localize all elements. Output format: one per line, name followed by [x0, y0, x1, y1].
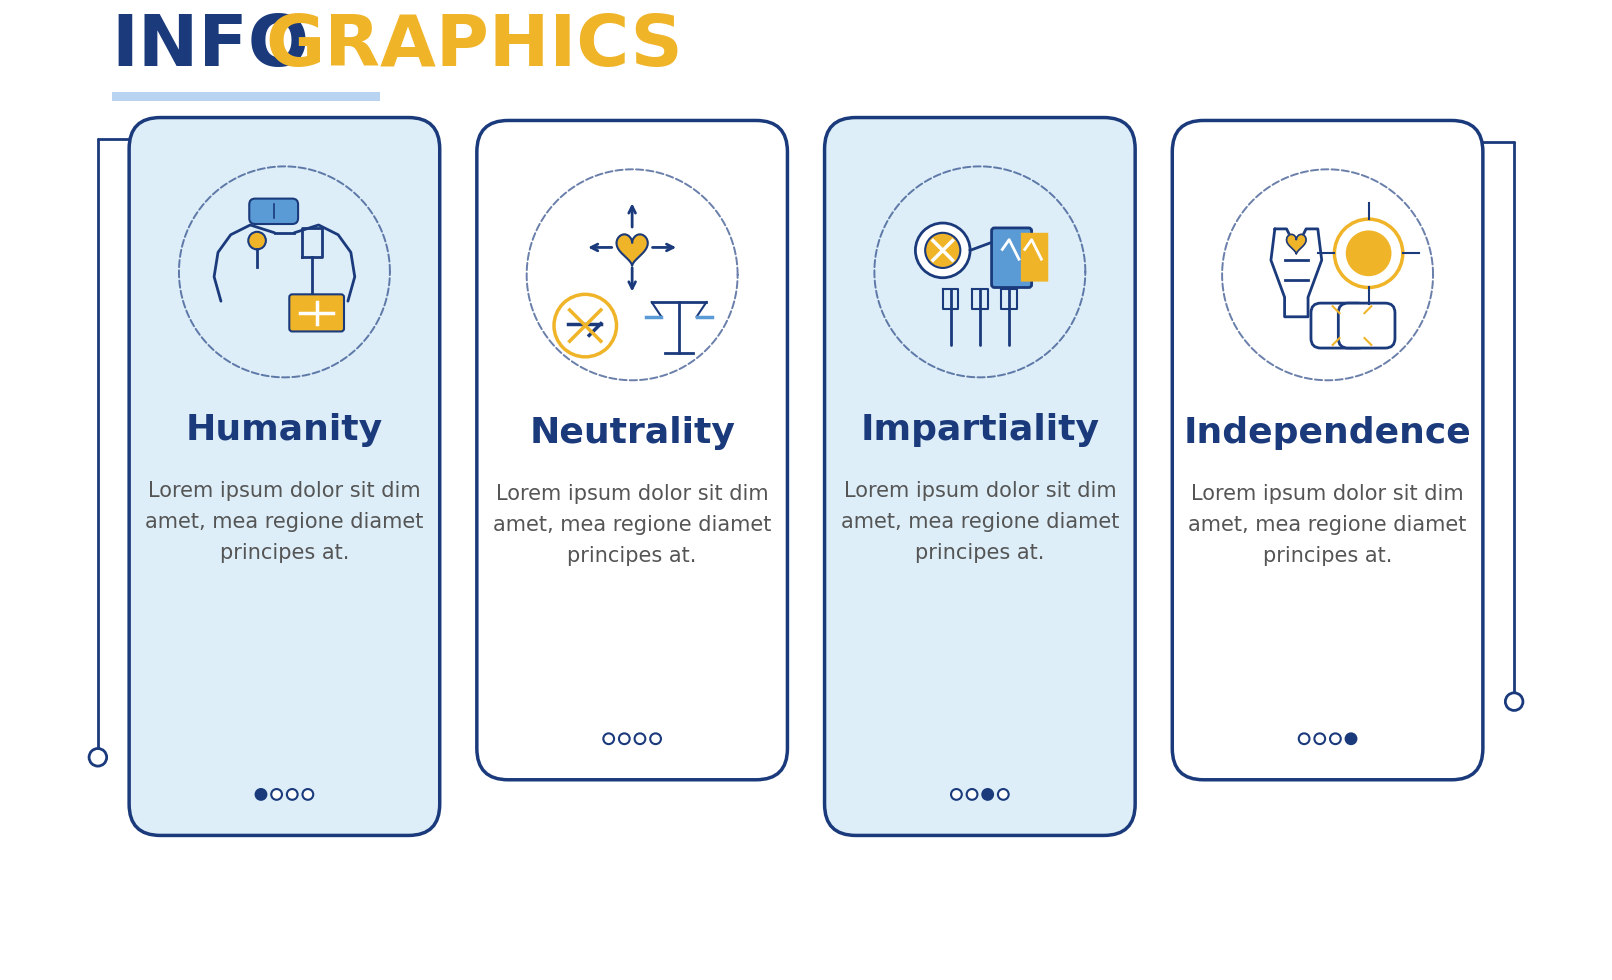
Text: GRAPHICS: GRAPHICS: [266, 13, 683, 81]
Circle shape: [916, 223, 970, 277]
Circle shape: [1335, 220, 1402, 287]
FancyBboxPatch shape: [289, 294, 343, 331]
Bar: [111, 92, 380, 101]
Circle shape: [1330, 733, 1341, 744]
Circle shape: [951, 789, 962, 800]
Circle shape: [982, 789, 993, 800]
Circle shape: [1299, 733, 1309, 744]
Circle shape: [271, 789, 282, 800]
Circle shape: [555, 294, 616, 357]
Circle shape: [925, 233, 961, 268]
Text: Lorem ipsum dolor sit dim
amet, mea regione diamet
principes at.: Lorem ipsum dolor sit dim amet, mea regi…: [493, 484, 771, 566]
Circle shape: [603, 733, 614, 744]
Circle shape: [635, 733, 645, 744]
FancyBboxPatch shape: [825, 118, 1135, 835]
Circle shape: [967, 789, 977, 800]
Circle shape: [619, 733, 630, 744]
Text: Lorem ipsum dolor sit dim
amet, mea regione diamet
principes at.: Lorem ipsum dolor sit dim amet, mea regi…: [1188, 484, 1467, 566]
Polygon shape: [616, 234, 648, 266]
Circle shape: [89, 749, 106, 766]
Circle shape: [256, 789, 266, 800]
Text: INFO: INFO: [111, 13, 310, 81]
Polygon shape: [1286, 234, 1306, 254]
Text: Lorem ipsum dolor sit dim
amet, mea regione diamet
principes at.: Lorem ipsum dolor sit dim amet, mea regi…: [145, 481, 424, 564]
FancyBboxPatch shape: [129, 118, 440, 835]
Circle shape: [1346, 733, 1356, 744]
Text: Independence: Independence: [1183, 416, 1472, 450]
Circle shape: [998, 789, 1009, 800]
Circle shape: [1506, 693, 1523, 710]
Polygon shape: [1356, 243, 1381, 269]
Circle shape: [303, 789, 313, 800]
FancyBboxPatch shape: [1338, 303, 1394, 348]
FancyBboxPatch shape: [1020, 233, 1048, 281]
FancyBboxPatch shape: [250, 199, 298, 224]
Circle shape: [248, 232, 266, 249]
FancyBboxPatch shape: [1311, 303, 1367, 348]
Circle shape: [1348, 232, 1390, 274]
FancyBboxPatch shape: [991, 228, 1032, 287]
FancyBboxPatch shape: [477, 121, 787, 780]
Circle shape: [650, 733, 661, 744]
Text: Impartiality: Impartiality: [861, 414, 1099, 447]
Text: Neutrality: Neutrality: [529, 416, 735, 450]
Text: Lorem ipsum dolor sit dim
amet, mea regione diamet
principes at.: Lorem ipsum dolor sit dim amet, mea regi…: [841, 481, 1119, 564]
FancyBboxPatch shape: [1172, 121, 1483, 780]
Circle shape: [1314, 733, 1325, 744]
Text: Humanity: Humanity: [185, 414, 384, 447]
Circle shape: [287, 789, 298, 800]
